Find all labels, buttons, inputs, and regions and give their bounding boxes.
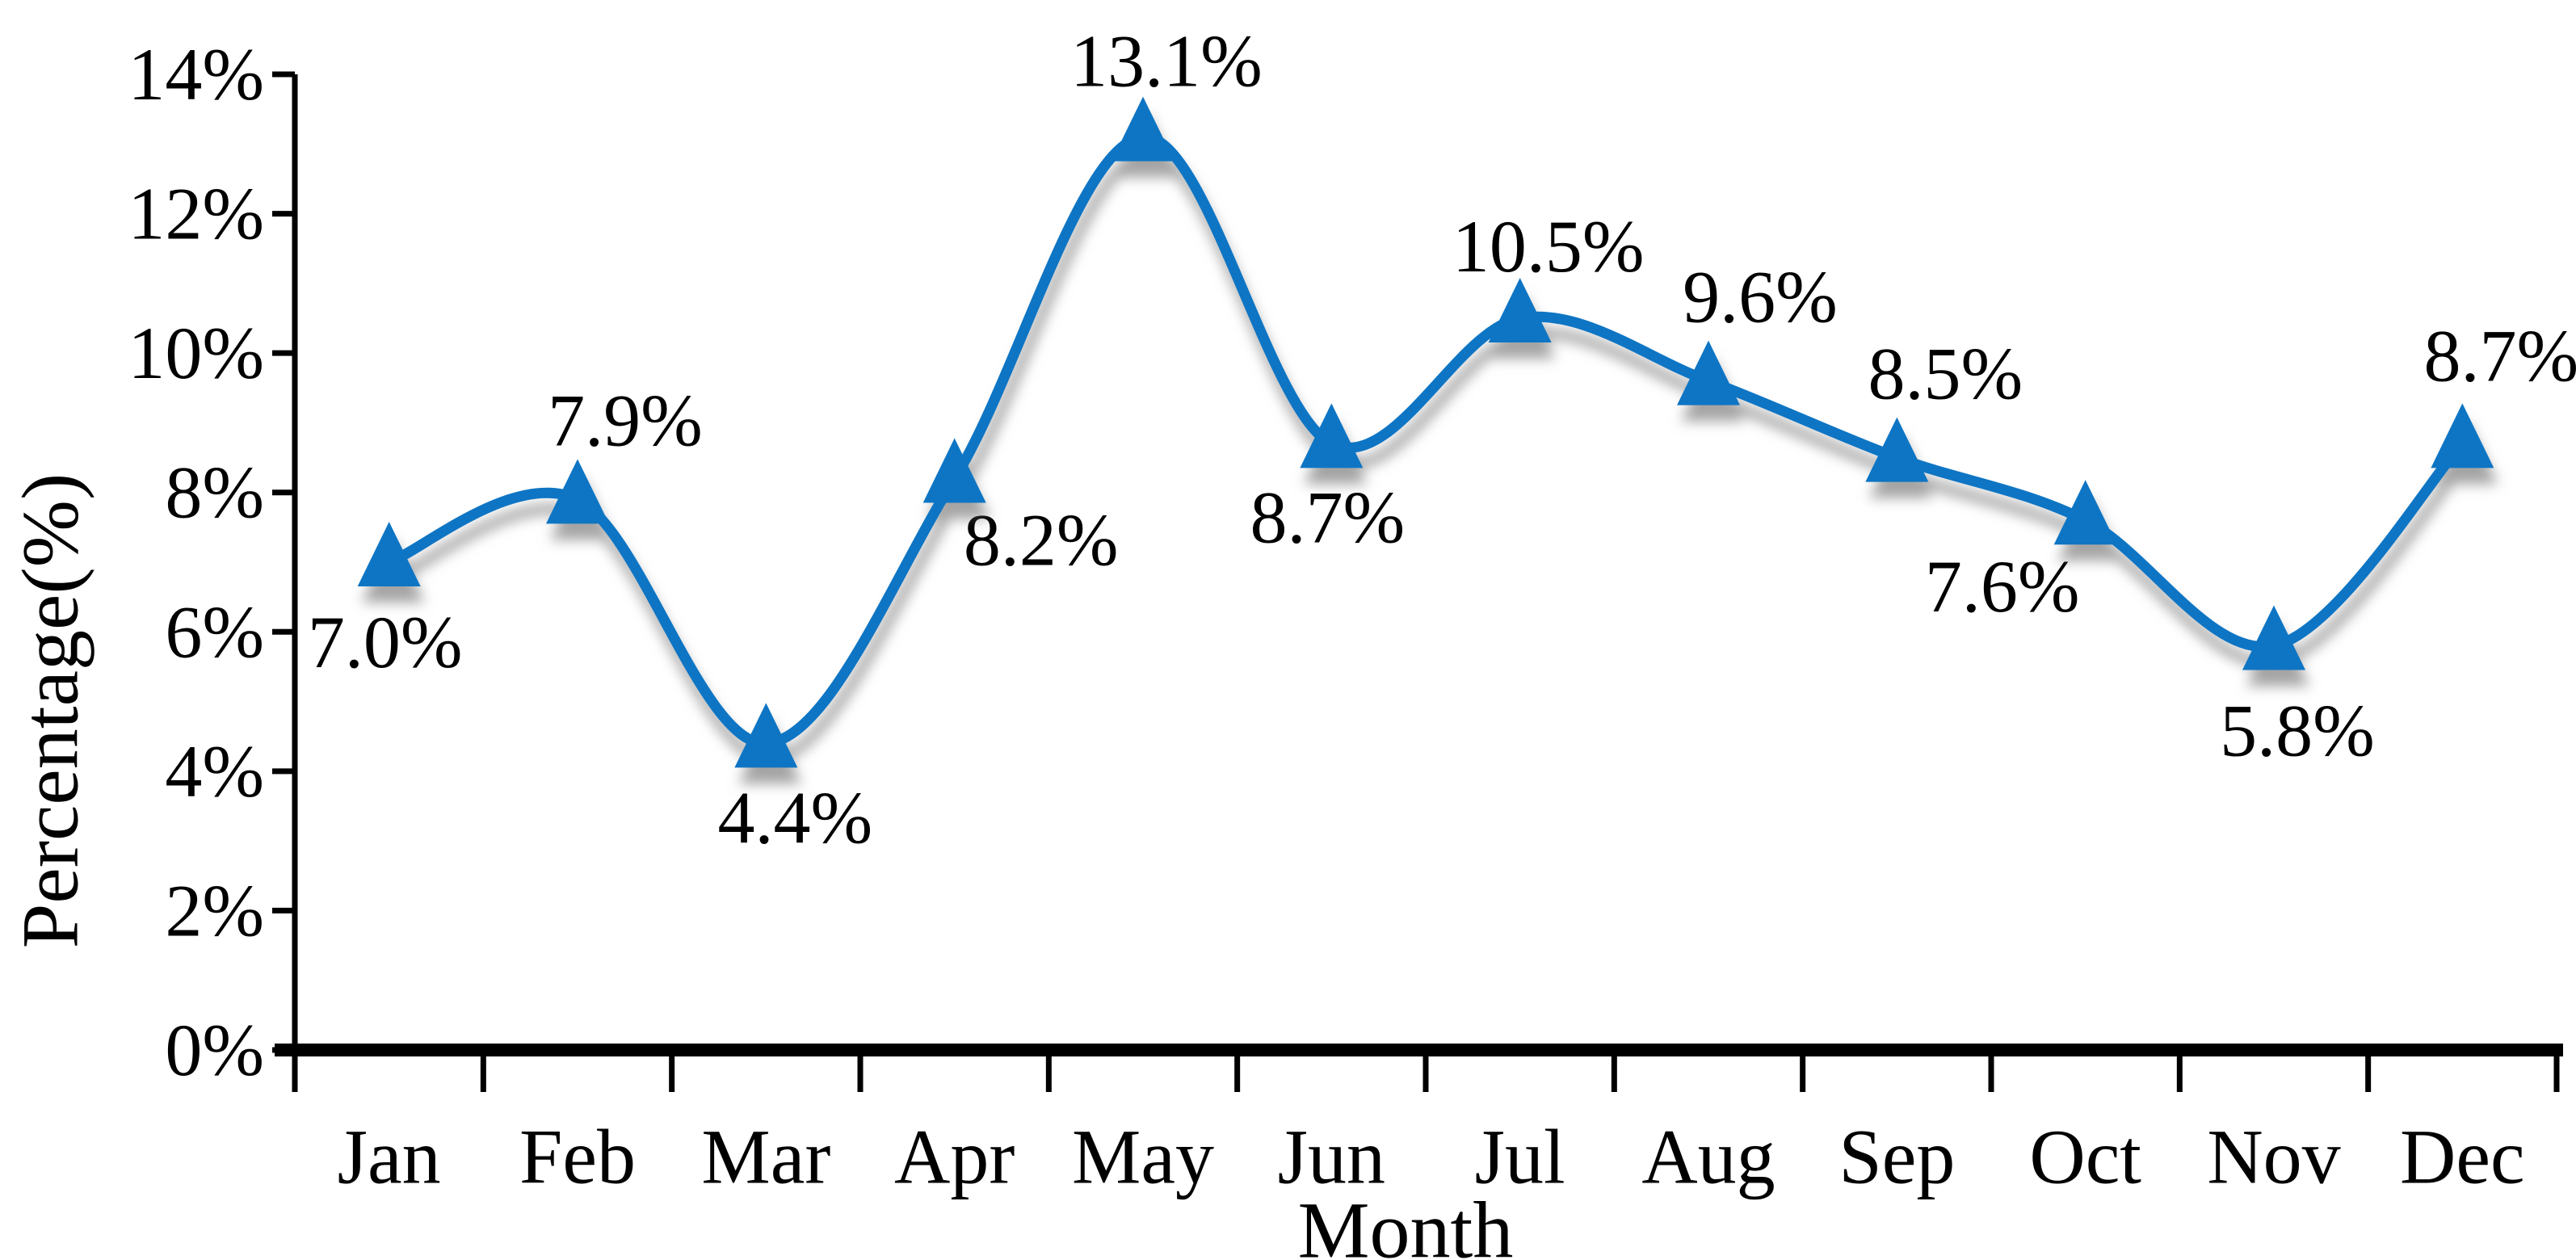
y-tick-label: 8% [165, 452, 264, 534]
data-label-feb: 7.9% [548, 379, 703, 461]
data-label-nov: 5.8% [2220, 690, 2375, 772]
x-tick-label-aug: Aug [1641, 1114, 1775, 1200]
marker-triangle-aug [1677, 340, 1740, 405]
marker-triangle-jan [357, 522, 421, 586]
y-tick-label: 10% [128, 312, 264, 394]
series-percentage [357, 96, 2494, 768]
x-axis-title: Month [1298, 1186, 1514, 1260]
marker-triangle-may [1112, 96, 1175, 162]
data-label-mar: 4.4% [718, 776, 873, 859]
marker-triangle-jul [1488, 278, 1552, 342]
x-tick-label-feb: Feb [519, 1114, 636, 1200]
data-label-jan: 7.0% [308, 601, 463, 683]
data-label-aug: 9.6% [1683, 256, 1838, 338]
y-tick-label: 2% [165, 869, 264, 951]
data-label-sep: 8.5% [1868, 333, 2023, 415]
x-tick-label-mar: Mar [701, 1114, 830, 1200]
data-label-apr: 8.2% [964, 498, 1119, 581]
marker-triangle-dec [2431, 403, 2494, 468]
y-tick-label: 12% [128, 173, 264, 255]
x-tick-label-apr: Apr [894, 1114, 1015, 1200]
x-tick-label-jul: Jul [1475, 1114, 1565, 1200]
data-label-jul: 10.5% [1452, 205, 1645, 288]
x-tick-label-sep: Sep [1838, 1114, 1955, 1200]
x-tick-label-nov: Nov [2207, 1114, 2340, 1200]
data-label-oct: 7.6% [1925, 545, 2080, 628]
data-label-jun: 8.7% [1250, 476, 1406, 558]
marker-triangle-oct [2053, 480, 2117, 545]
x-tick-label-dec: Dec [2400, 1114, 2525, 1200]
x-tick-label-jan: Jan [338, 1114, 441, 1200]
y-tick-label: 0% [165, 1009, 264, 1091]
y-axis-title: Percentage(%) [6, 473, 95, 949]
marker-triangle-apr [922, 438, 986, 503]
data-label-may: 13.1% [1070, 20, 1263, 103]
marker-triangle-nov [2242, 605, 2305, 670]
y-tick-label: 14% [128, 33, 264, 116]
marker-triangle-sep [1865, 417, 1929, 482]
marker-triangle-jun [1300, 403, 1364, 468]
y-tick-label: 6% [165, 590, 264, 673]
marker-triangle-mar [734, 703, 798, 768]
x-tick-label-jun: Jun [1278, 1114, 1385, 1200]
y-tick-label: 4% [165, 730, 264, 813]
data-label-dec: 8.7% [2424, 314, 2576, 397]
x-tick-label-oct: Oct [2029, 1114, 2141, 1200]
x-tick-label-may: May [1072, 1114, 1214, 1200]
marker-triangle-feb [546, 459, 609, 524]
